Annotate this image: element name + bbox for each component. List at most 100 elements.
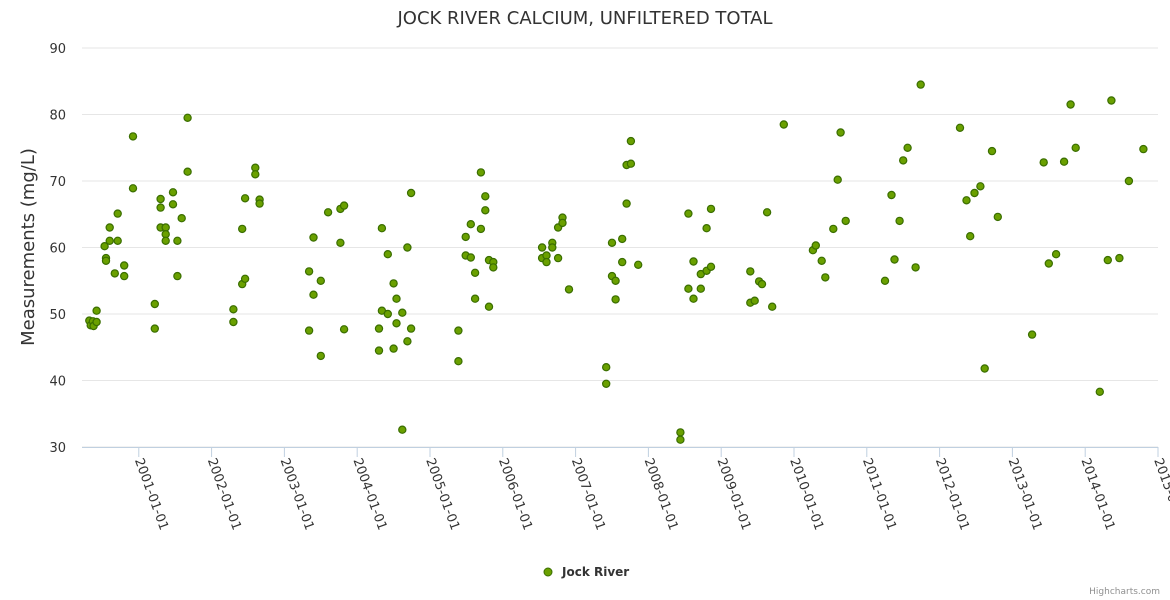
- data-point[interactable]: [676, 435, 685, 444]
- data-point[interactable]: [389, 279, 398, 288]
- data-point[interactable]: [406, 324, 416, 333]
- data-point[interactable]: [899, 156, 908, 165]
- data-point[interactable]: [542, 257, 551, 267]
- data-point[interactable]: [602, 379, 611, 388]
- data-point[interactable]: [476, 224, 486, 234]
- data-point[interactable]: [156, 194, 165, 204]
- data-point[interactable]: [392, 319, 401, 328]
- data-point[interactable]: [454, 357, 463, 366]
- data-point[interactable]: [618, 257, 627, 267]
- data-point[interactable]: [304, 267, 314, 276]
- legend-item-jock-river[interactable]: Jock River: [561, 565, 629, 579]
- data-point[interactable]: [251, 170, 260, 179]
- data-point[interactable]: [484, 302, 494, 311]
- data-point[interactable]: [696, 284, 706, 293]
- data-point[interactable]: [993, 212, 1003, 222]
- data-point[interactable]: [128, 184, 138, 193]
- data-point[interactable]: [128, 132, 138, 141]
- data-point[interactable]: [304, 326, 314, 335]
- data-point[interactable]: [890, 255, 899, 264]
- data-point[interactable]: [955, 123, 965, 133]
- data-point[interactable]: [1044, 259, 1054, 268]
- data-point[interactable]: [489, 263, 498, 272]
- data-point[interactable]: [92, 306, 101, 315]
- data-point[interactable]: [100, 241, 109, 251]
- data-point[interactable]: [323, 208, 333, 217]
- data-point[interactable]: [237, 224, 247, 234]
- data-point[interactable]: [1124, 176, 1134, 186]
- data-point[interactable]: [553, 253, 563, 263]
- data-point[interactable]: [970, 188, 979, 198]
- data-point[interactable]: [481, 206, 490, 215]
- data-point[interactable]: [548, 243, 557, 252]
- data-point[interactable]: [403, 337, 412, 346]
- data-point[interactable]: [374, 346, 384, 355]
- data-point[interactable]: [829, 224, 838, 234]
- data-point[interactable]: [389, 344, 398, 353]
- credits-link[interactable]: Highcharts.com: [1089, 587, 1160, 597]
- data-point[interactable]: [229, 305, 238, 314]
- data-point[interactable]: [461, 232, 470, 242]
- data-point[interactable]: [537, 243, 547, 252]
- data-point[interactable]: [602, 363, 611, 372]
- data-point[interactable]: [476, 168, 486, 177]
- data-point[interactable]: [611, 295, 620, 304]
- data-point[interactable]: [168, 200, 178, 209]
- data-point[interactable]: [779, 120, 789, 129]
- data-point[interactable]: [454, 326, 463, 335]
- data-point[interactable]: [183, 113, 192, 123]
- data-point[interactable]: [150, 299, 159, 309]
- data-point[interactable]: [916, 80, 925, 89]
- data-point[interactable]: [1071, 143, 1080, 152]
- data-point[interactable]: [564, 285, 574, 294]
- data-point[interactable]: [966, 231, 975, 241]
- data-point[interactable]: [105, 236, 114, 245]
- data-point[interactable]: [255, 199, 264, 208]
- data-point[interactable]: [1115, 253, 1124, 263]
- data-point[interactable]: [316, 276, 325, 285]
- data-point[interactable]: [398, 308, 407, 317]
- data-point[interactable]: [119, 261, 129, 270]
- data-point[interactable]: [706, 204, 716, 214]
- data-point[interactable]: [156, 203, 165, 212]
- data-point[interactable]: [811, 241, 821, 250]
- data-point[interactable]: [976, 182, 985, 191]
- data-point[interactable]: [962, 196, 971, 205]
- data-point[interactable]: [240, 194, 250, 203]
- data-point[interactable]: [336, 238, 345, 247]
- data-point[interactable]: [173, 271, 182, 281]
- data-point[interactable]: [746, 267, 755, 276]
- data-point[interactable]: [684, 284, 693, 293]
- data-point[interactable]: [911, 263, 920, 272]
- data-point[interactable]: [684, 209, 693, 218]
- data-point[interactable]: [607, 238, 617, 247]
- data-point[interactable]: [309, 290, 318, 299]
- data-point[interactable]: [1039, 158, 1048, 167]
- data-point[interactable]: [833, 175, 842, 184]
- data-point[interactable]: [611, 276, 620, 285]
- data-point[interactable]: [374, 324, 384, 333]
- legend[interactable]: Jock River: [543, 565, 629, 579]
- data-point[interactable]: [403, 243, 412, 252]
- data-point[interactable]: [706, 262, 716, 271]
- data-point[interactable]: [1139, 144, 1148, 154]
- data-point[interactable]: [481, 192, 490, 201]
- data-point[interactable]: [101, 256, 111, 265]
- data-point[interactable]: [240, 274, 250, 283]
- data-point[interactable]: [339, 201, 349, 210]
- data-point[interactable]: [113, 209, 122, 218]
- data-point[interactable]: [383, 249, 392, 259]
- data-point[interactable]: [689, 257, 698, 266]
- data-point[interactable]: [173, 236, 182, 245]
- data-point[interactable]: [113, 236, 122, 245]
- data-point[interactable]: [92, 317, 101, 327]
- data-point[interactable]: [1059, 157, 1069, 166]
- data-point[interactable]: [817, 256, 826, 265]
- data-point[interactable]: [558, 218, 567, 228]
- data-point[interactable]: [470, 294, 480, 303]
- data-point[interactable]: [1051, 249, 1061, 259]
- data-point[interactable]: [903, 143, 912, 152]
- data-point[interactable]: [339, 325, 349, 334]
- data-point[interactable]: [466, 219, 475, 229]
- data-point[interactable]: [757, 279, 767, 289]
